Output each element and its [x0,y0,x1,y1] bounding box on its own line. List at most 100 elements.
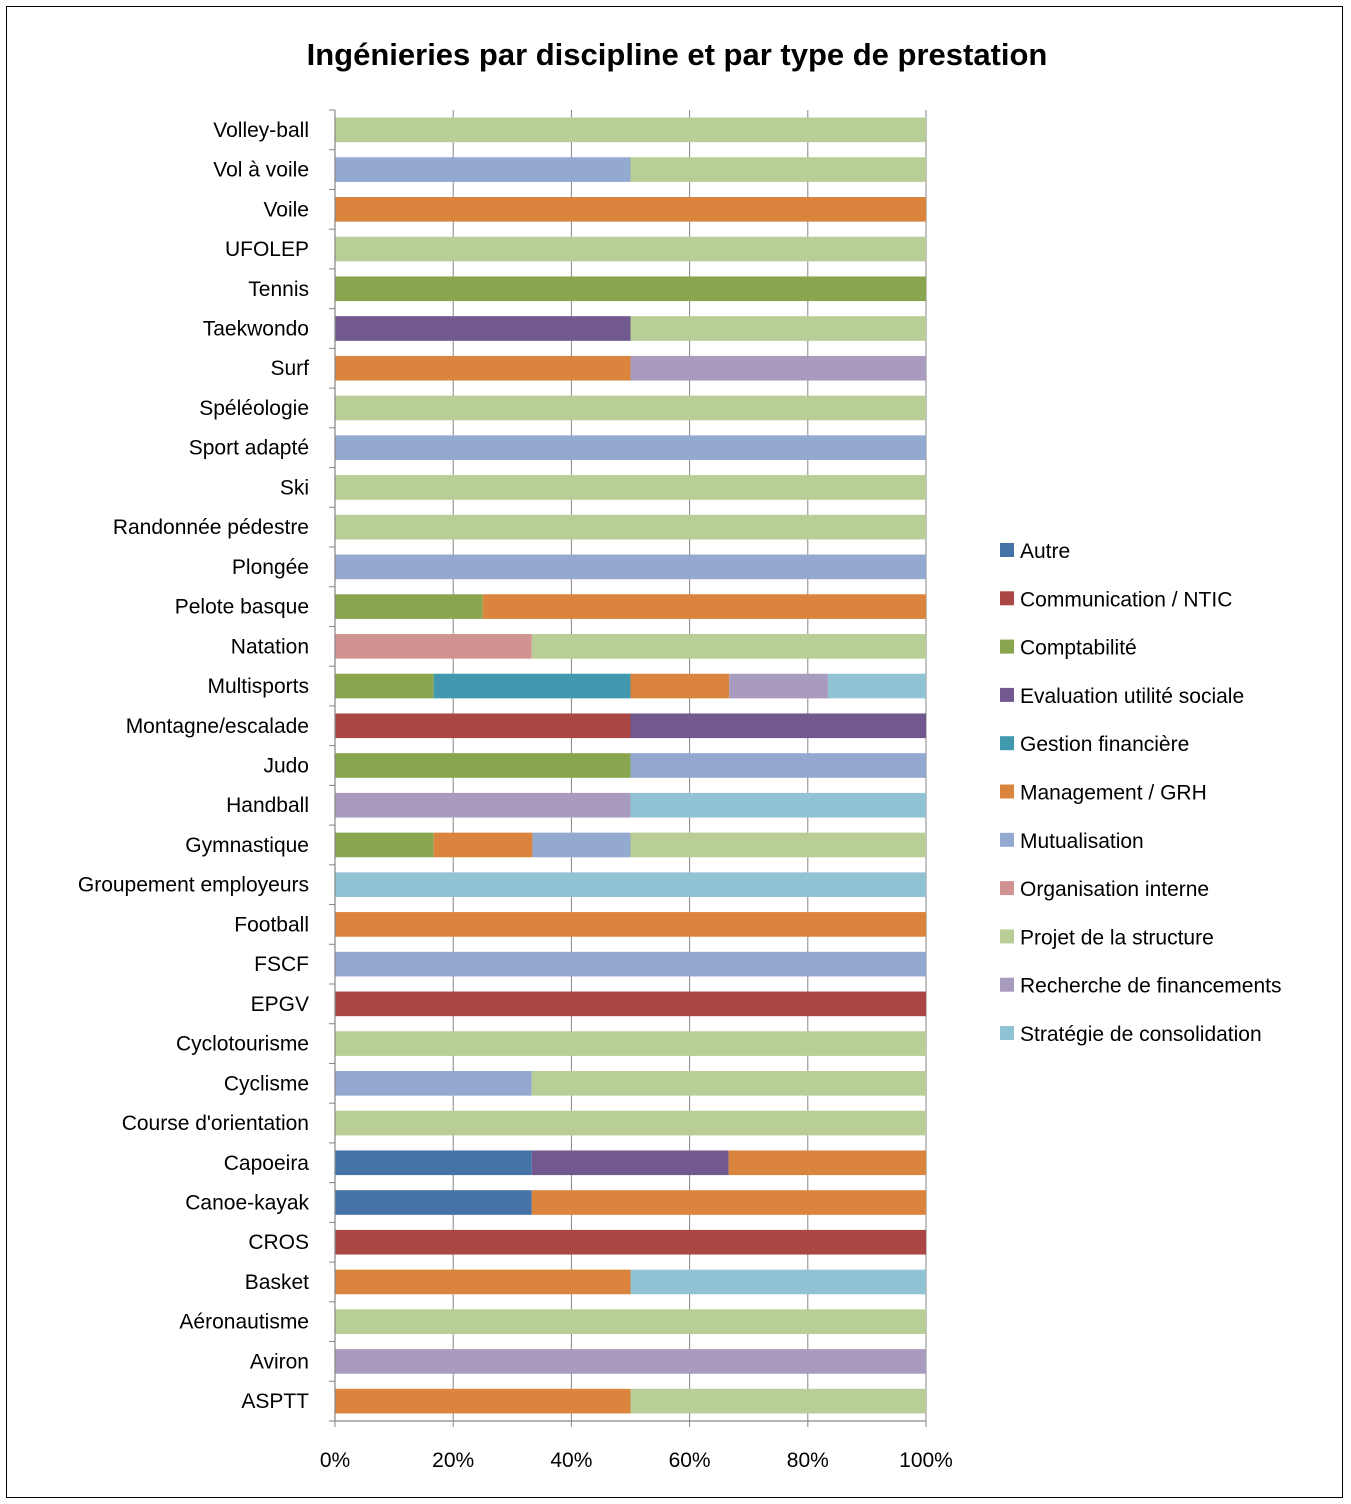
category-label: Ski [280,476,309,499]
legend-swatch [1000,1026,1014,1040]
legend-label: Evaluation utilité sociale [1020,685,1244,708]
bar-segment [630,316,926,341]
legend-label: Recherche de financements [1020,975,1282,998]
bar-segment [335,713,631,739]
x-tick-label: 80% [787,1449,829,1472]
category-label: Aviron [250,1350,309,1373]
chart-title: Ingénieries par discipline et par type d… [307,37,1048,72]
category-label: Voile [263,198,309,221]
category-label: Cyclotourisme [176,1033,309,1056]
legend: Autre Communication / NTIC Comptabilité Eva… [1000,540,1282,1046]
category-label: Plongée [232,556,309,579]
bar-segment [335,1071,532,1096]
bar-segment [531,1071,926,1096]
x-tick-label: 60% [669,1449,711,1472]
category-label: FSCF [254,953,309,976]
category-label: Canoe-kayak [185,1192,309,1215]
category-label: Taekwondo [203,318,309,341]
bar-segment [532,832,631,858]
bar-segment [630,713,926,739]
bar-segment [729,673,828,699]
bar-segment [531,1150,729,1176]
bar-segment [335,634,532,659]
bar-segment [482,594,926,619]
bar-segment [531,634,926,659]
category-label: EPGV [251,993,309,1016]
bar-segment [630,157,926,182]
legend-swatch [1000,591,1014,606]
category-label: Aéronautisme [179,1311,309,1334]
bar-segment [335,1269,631,1295]
bar-segment [827,673,926,699]
bar-segment [335,1190,532,1215]
bar-segment [335,1349,926,1374]
bar-segment [335,912,926,937]
bar-segment [335,951,926,977]
x-tick-label: 40% [550,1449,592,1472]
bar-segment [335,157,631,182]
legend-label: Organisation interne [1020,878,1209,901]
bar-segment [531,1190,926,1215]
bar-segment [335,117,926,143]
legend-label: Mutualisation [1020,830,1144,853]
bar-segment [335,435,926,460]
legend-swatch [1000,832,1014,847]
bar-segment [335,1388,631,1414]
category-label: Groupement employeurs [78,874,309,897]
legend-swatch [1000,977,1014,992]
category-label: Capoeira [224,1152,310,1175]
category-label: Cyclisme [224,1072,309,1095]
bar-segment [335,236,926,262]
category-label: Vol à voile [213,159,309,182]
bar-segment [335,475,926,500]
bar-segment [335,197,926,222]
bar-segment [335,276,926,302]
legend-label: Management / GRH [1020,782,1207,805]
legend-label: Projet de la structure [1020,926,1214,949]
category-label: Volley-ball [213,119,309,142]
category-label: Randonnée pédestre [113,516,309,539]
bar-segment [335,991,926,1017]
category-label: Gymnastique [185,834,309,857]
axes [329,109,927,1427]
category-label: Judo [263,755,309,778]
bars [335,117,926,1414]
bar-segment [335,1110,926,1136]
category-label: Natation [231,635,309,658]
category-label: CROS [248,1231,309,1254]
bar-segment [335,514,926,540]
legend-label: Stratégie de consolidation [1020,1023,1262,1046]
bar-segment [335,1229,926,1255]
x-tick-label: 20% [432,1449,474,1472]
legend-label: Comptabilité [1020,637,1137,660]
category-label: Surf [270,357,309,380]
bar-segment [630,832,926,858]
category-label: Football [234,913,309,936]
category-label: Handball [226,794,309,817]
bar-segment [630,792,926,818]
x-tick-labels: 0% 20% 40% 60% 80% 100% [320,1449,953,1472]
bar-segment [335,594,483,619]
bar-segment [335,872,926,897]
bar-segment [335,753,631,778]
legend-swatch [1000,543,1014,557]
legend-swatch [1000,784,1014,799]
bar-segment [335,832,434,858]
category-label: Basket [245,1271,309,1294]
bar-segment [335,1150,532,1176]
category-label: ASPTT [241,1390,309,1413]
bar-segment [630,753,926,778]
category-label: Tennis [248,278,309,301]
category-label: Pelote basque [175,596,309,619]
legend-swatch [1000,929,1014,944]
x-tick-label: 0% [320,1449,350,1472]
category-label: UFOLEP [225,238,309,261]
category-label: Course d'orientation [122,1112,309,1135]
bar-segment [335,554,926,580]
legend-label: Gestion financière [1020,733,1189,756]
category-label: Sport adapté [189,437,309,460]
bar-segment [335,673,434,699]
legend-swatch [1000,639,1014,654]
legend-swatch [1000,736,1014,751]
